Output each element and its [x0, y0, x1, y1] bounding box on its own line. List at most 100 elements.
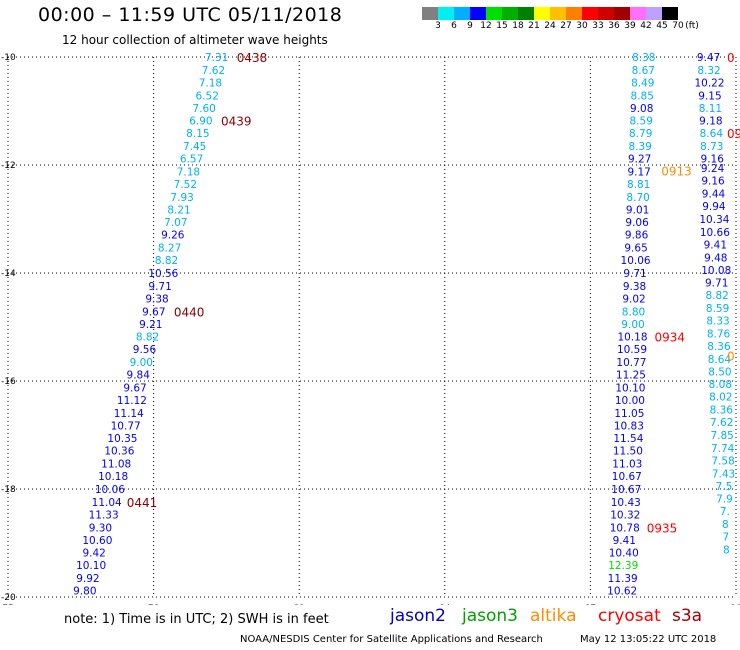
colorbar-label: 33	[592, 21, 604, 31]
time-label: 0439	[221, 115, 252, 129]
data-label: 10.06	[95, 484, 125, 496]
data-label: 9.17	[627, 166, 650, 178]
data-label: 7.5	[716, 481, 733, 493]
data-label: 10.40	[609, 548, 639, 560]
edge-label: 0	[727, 350, 735, 364]
data-label: 7.62	[202, 65, 225, 77]
colorbar-cell	[486, 7, 502, 20]
colorbar-label: 12	[480, 21, 492, 31]
data-label: 8.79	[629, 128, 652, 140]
data-label: 11.14	[114, 408, 144, 420]
data-label: 8.39	[628, 141, 651, 153]
data-label: 11.50	[613, 446, 643, 458]
x-tick-label: 90	[730, 604, 740, 605]
colorbar-cell	[646, 7, 662, 20]
time-label: 0913	[661, 164, 692, 178]
data-label: 8.64	[708, 354, 732, 366]
colorbar-cell	[502, 7, 518, 20]
colorbar-cell	[534, 7, 550, 20]
footer-credit: NOAA/NESDIS Center for Satellite Applica…	[240, 634, 543, 645]
colorbar-cell	[662, 7, 678, 20]
data-label: 10.62	[607, 586, 637, 598]
y-tick-label: -20	[1, 593, 16, 603]
data-label: 8.38	[632, 52, 655, 64]
time-label: 0440	[174, 305, 205, 319]
data-label: 9.92	[76, 573, 99, 585]
legend-jason3: jason3	[462, 606, 518, 626]
data-label: 8.82	[155, 255, 178, 267]
x-tick-label: 78	[148, 604, 160, 605]
data-label: 8.15	[186, 128, 209, 140]
data-label: 9.06	[625, 217, 649, 229]
data-label: 9.42	[82, 548, 105, 560]
data-label: 10.10	[76, 560, 106, 572]
colorbar-unit: (ft)	[685, 21, 699, 31]
data-label: 6.90	[189, 116, 212, 128]
data-label: 9.71	[705, 278, 728, 290]
data-label: 10.59	[617, 344, 647, 356]
data-label: 9.38	[145, 293, 168, 305]
data-label: 11.25	[616, 370, 646, 382]
data-label: 9.41	[704, 239, 727, 251]
colorbar-label: 70	[672, 21, 684, 31]
data-label: 10.36	[104, 446, 134, 458]
data-label: 10.78	[610, 522, 640, 534]
data-label: 9.00	[621, 319, 644, 331]
data-label: 9.84	[127, 370, 151, 382]
data-label: 10.67	[611, 484, 641, 496]
data-label: 7.62	[710, 417, 733, 429]
data-label: 10.67	[612, 471, 642, 483]
footer-timestamp: May 12 13:05:22 UTC 2018	[580, 634, 717, 645]
colorbar-label: 42	[640, 21, 652, 31]
colorbar-cell	[614, 7, 630, 20]
data-label: 9.08	[630, 103, 653, 115]
colorbar-label: 39	[624, 21, 636, 31]
data-label: 9.44	[702, 189, 726, 201]
legend-cryosat: cryosat	[598, 606, 661, 626]
colorbar-label: 36	[608, 21, 620, 31]
data-label: 9.80	[73, 586, 96, 598]
data-label: 9.18	[699, 116, 722, 128]
data-label: 10.83	[614, 420, 644, 432]
data-label: 8.80	[622, 306, 645, 318]
x-tick-label: 84	[439, 604, 451, 605]
data-label: 7.	[720, 506, 730, 518]
data-label: 11.39	[608, 573, 638, 585]
data-label: 10.10	[615, 382, 645, 394]
data-label: 11.33	[89, 509, 119, 521]
data-label: 10.22	[694, 77, 724, 89]
data-label: 8.59	[630, 116, 653, 128]
data-label: 10.35	[107, 433, 137, 445]
colorbar-cell	[566, 7, 582, 20]
y-tick-label: -10	[1, 53, 16, 63]
y-tick-label: -14	[1, 269, 16, 279]
data-label: 9.00	[130, 357, 153, 369]
data-label: 10.43	[611, 497, 641, 509]
colorbar-cell	[598, 7, 614, 20]
edge-label: 0	[727, 51, 735, 65]
data-label: 9.26	[161, 230, 185, 242]
colorbar-cell	[550, 7, 566, 20]
footer-note: note: 1) Time is in UTC; 2) SWH is in fe…	[64, 612, 329, 627]
data-label: 7	[722, 532, 729, 544]
data-label: 11.08	[101, 459, 131, 471]
data-label: 9.67	[123, 382, 146, 394]
data-label: 8.50	[708, 366, 731, 378]
data-label: 8.36	[710, 405, 734, 417]
data-label: 9.02	[622, 293, 645, 305]
colorbar-cell	[518, 7, 534, 20]
data-label: 10.32	[610, 509, 640, 521]
data-label: 10.06	[621, 255, 651, 267]
colorbar-cell	[454, 7, 470, 20]
data-label: 10.00	[615, 395, 645, 407]
data-label: 11.05	[614, 408, 644, 420]
time-label: 0441	[127, 496, 158, 510]
data-label: 9.16	[701, 154, 725, 166]
colorbar-label: 27	[560, 21, 572, 31]
data-label: 8.02	[709, 392, 732, 404]
chart-plot: 757881848790-10-12-14-16-18-207.317.627.…	[1, 51, 740, 605]
data-label: 8.27	[158, 243, 181, 255]
data-label: 8.21	[167, 204, 190, 216]
data-label: 7.18	[199, 77, 222, 89]
colorbar-cell	[582, 7, 598, 20]
